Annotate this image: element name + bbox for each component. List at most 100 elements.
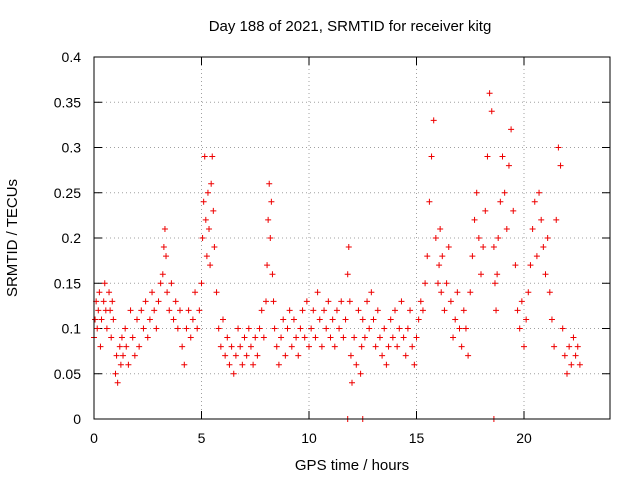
data-point [117,361,124,368]
data-point [469,253,476,260]
data-point [462,325,469,332]
data-point [109,298,116,305]
data-point [187,334,194,341]
x-axis-label: GPS time / hours [295,457,409,474]
data-point [269,271,276,278]
data-point [376,334,383,341]
data-point [112,370,119,377]
data-point [210,207,217,214]
data-point [256,325,263,332]
y-tick-label: 0.05 [54,366,81,382]
data-point [557,162,564,169]
data-point [353,361,360,368]
data-point [131,352,138,359]
data-point [203,253,210,260]
data-point [275,361,282,368]
x-tick-label: 10 [301,430,317,446]
x-tick-label: 5 [198,430,206,446]
data-point [314,289,321,296]
data-point [125,361,132,368]
y-tick-label: 0 [73,411,81,427]
data-point [555,144,562,151]
data-point [437,225,444,232]
data-point [103,325,110,332]
data-point [370,316,377,323]
data-point [566,343,573,350]
data-point [357,370,364,377]
data-point [452,316,459,323]
data-point [134,316,140,323]
data-point [438,289,445,296]
data-point [224,334,231,341]
data-point [478,271,484,278]
y-tick-label: 0.3 [62,140,82,156]
data-point [430,117,437,124]
data-point [295,352,302,359]
data-point [181,361,188,368]
data-point [204,189,211,196]
data-point [189,316,196,323]
data-point [559,325,566,332]
data-point [432,235,439,241]
data-point [98,316,105,323]
data-point [94,325,101,332]
data-point [318,343,325,350]
y-tick-label: 0.15 [54,275,81,291]
data-point [392,307,398,314]
data-point [168,280,175,287]
data-point [96,289,103,296]
data-point [200,198,207,205]
data-point [467,289,474,296]
data-point [258,307,265,314]
data-point [226,361,233,368]
data-point [95,307,102,314]
data-point [516,325,523,332]
data-point [232,352,239,359]
y-tick-label: 0.4 [62,49,82,65]
data-point [209,153,216,160]
data-point [546,289,553,296]
data-point [551,343,558,350]
data-point [252,334,259,341]
data-point [120,352,127,359]
data-point [149,289,156,296]
data-point [374,307,381,314]
data-point [270,298,277,305]
data-point [471,216,478,223]
data-point [494,271,501,278]
data-point [179,343,186,350]
x-tick-label: 15 [409,430,425,446]
data-point [358,343,365,350]
data-point [436,262,443,269]
data-point [192,289,199,296]
data-point [460,307,467,314]
y-tick-label: 0.1 [62,321,82,337]
data-point [329,316,336,323]
data-point [361,334,368,341]
data-point [525,289,532,296]
data-point [278,334,285,341]
data-point [146,316,153,323]
data-point [264,262,271,269]
data-point [480,244,487,251]
data-point [118,334,125,341]
data-point [183,325,190,332]
data-point [355,307,362,314]
data-point [196,307,203,314]
data-point [533,253,540,260]
data-point [540,244,547,251]
chart-title: Day 188 of 2021, SRMTID for receiver kit… [209,18,492,35]
data-point [488,108,495,115]
data-point [345,244,352,251]
data-point [297,325,304,332]
data-point [490,244,497,251]
data-point [107,307,114,314]
data-point [359,316,366,323]
data-point [570,334,577,341]
data-point [342,316,349,323]
data-point [217,343,224,350]
data-point [486,90,493,97]
data-point [170,316,177,323]
data-point [153,325,160,332]
data-point [228,343,235,350]
